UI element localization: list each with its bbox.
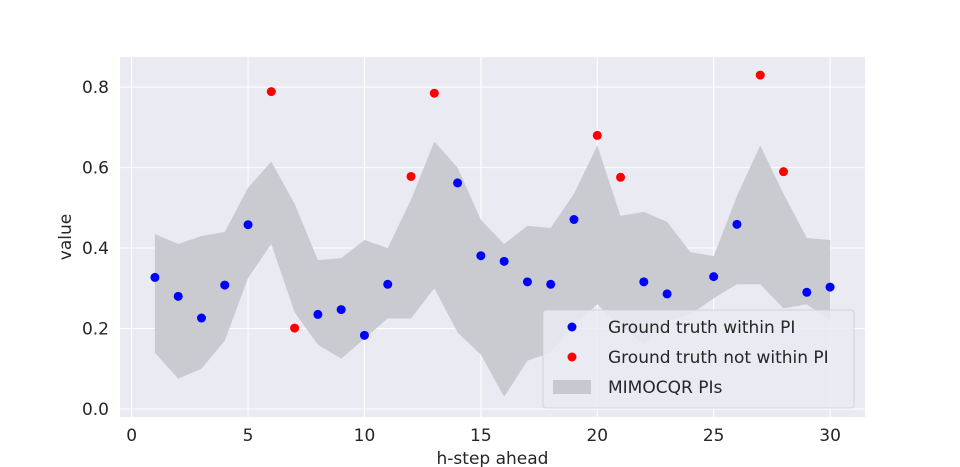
- x-tick-label: 20: [586, 426, 608, 446]
- point-within-pi: [150, 272, 160, 282]
- x-axis-ticks: 0 5 10 15 20 25 30: [126, 426, 841, 446]
- legend-label: Ground truth not within PI: [608, 348, 829, 368]
- prediction-interval-band: [154, 141, 831, 397]
- y-tick-label: 0.0: [82, 400, 109, 420]
- x-axis-label: h-step ahead: [437, 449, 549, 467]
- point-not-within-pi: [429, 88, 439, 98]
- point-within-pi: [709, 272, 719, 282]
- point-within-pi: [569, 215, 579, 225]
- point-within-pi: [522, 277, 532, 287]
- y-tick-label: 0.2: [82, 320, 109, 340]
- y-tick-label: 0.6: [82, 159, 109, 179]
- x-tick-label: 5: [243, 426, 254, 446]
- x-tick-label: 30: [819, 426, 841, 446]
- legend-marker: [567, 322, 577, 332]
- y-tick-label: 0.8: [82, 78, 109, 98]
- legend-label: MIMOCQR PIs: [608, 378, 722, 398]
- point-within-pi: [313, 309, 323, 319]
- point-within-pi: [546, 279, 556, 289]
- x-tick-label: 15: [470, 426, 492, 446]
- point-not-within-pi: [266, 87, 276, 97]
- legend-patch: [553, 380, 591, 394]
- point-within-pi: [662, 289, 672, 299]
- legend-box: [542, 309, 855, 409]
- data-points: [150, 70, 835, 340]
- point-within-pi: [196, 313, 206, 323]
- legend: Ground truth within PI Ground truth not w…: [542, 309, 855, 409]
- point-not-within-pi: [592, 130, 602, 140]
- point-within-pi: [359, 330, 369, 340]
- point-within-pi: [243, 220, 253, 230]
- point-within-pi: [825, 282, 835, 292]
- point-not-within-pi: [755, 70, 765, 80]
- point-within-pi: [476, 251, 486, 261]
- point-not-within-pi: [779, 167, 789, 177]
- point-within-pi: [639, 277, 649, 287]
- point-within-pi: [220, 280, 230, 290]
- point-within-pi: [453, 178, 463, 188]
- y-axis-ticks: 0.0 0.2 0.4 0.6 0.8: [82, 78, 109, 420]
- point-within-pi: [499, 256, 509, 266]
- x-tick-label: 0: [126, 426, 137, 446]
- legend-label: Ground truth within PI: [608, 318, 795, 338]
- point-not-within-pi: [290, 323, 300, 333]
- point-within-pi: [732, 219, 742, 229]
- point-not-within-pi: [406, 171, 416, 181]
- y-tick-label: 0.4: [82, 239, 109, 259]
- point-not-within-pi: [616, 172, 626, 182]
- point-within-pi: [802, 287, 812, 297]
- point-within-pi: [336, 305, 346, 315]
- y-axis-label: value: [56, 214, 76, 260]
- legend-marker: [567, 352, 577, 362]
- x-tick-label: 10: [354, 426, 376, 446]
- point-within-pi: [383, 279, 393, 289]
- x-tick-label: 25: [703, 426, 725, 446]
- point-within-pi: [173, 291, 183, 301]
